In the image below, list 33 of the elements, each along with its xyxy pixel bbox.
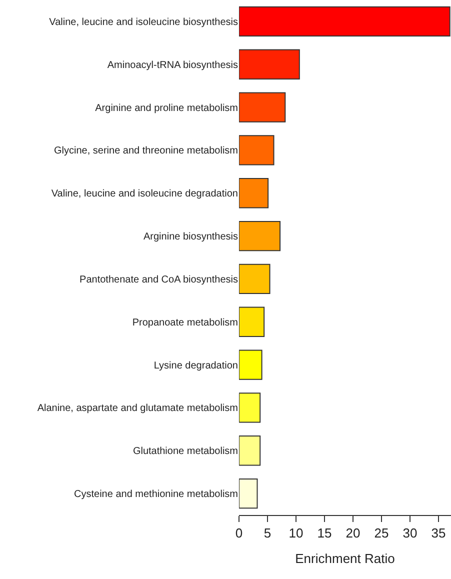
bar: [239, 350, 262, 380]
bar: [239, 49, 300, 80]
y-tick-label: Valine, leucine and isoleucine biosynthesis: [49, 16, 238, 28]
y-tick-label: Alanine, aspartate and glutamate metabolism: [37, 403, 238, 414]
bar: [239, 392, 261, 423]
x-tick-label: 35: [431, 526, 446, 541]
bar: [239, 92, 286, 122]
y-tick-label: Cysteine and methionine metabolism: [74, 489, 238, 500]
y-tick-label: Lysine degradation: [154, 360, 238, 372]
y-tick-label: Glutathione metabolism: [132, 446, 238, 458]
y-tick-label: Glycine, serine and threonine metabolism: [54, 146, 238, 157]
x-tick-label: 10: [288, 526, 304, 541]
bar: [239, 264, 270, 294]
bar: [239, 6, 450, 37]
bar: [239, 478, 258, 509]
x-tick-label: 0: [235, 526, 243, 541]
y-tick-label: Arginine and proline metabolism: [95, 102, 238, 114]
y-tick-label: Arginine biosynthesis: [144, 232, 238, 243]
x-tick-label: 5: [264, 526, 272, 541]
x-tick-label: 15: [317, 526, 332, 541]
x-tick-label: 25: [374, 526, 389, 541]
y-tick-label: Aminoacyl-tRNA biosynthesis: [107, 60, 238, 71]
x-tick-label: 20: [346, 526, 360, 541]
bar: [239, 135, 274, 166]
x-axis-title: Enrichment Ratio: [295, 551, 395, 566]
x-tick-label: 30: [402, 526, 418, 541]
bar: [239, 220, 281, 252]
bar: [239, 178, 269, 208]
y-tick-label: Propanoate metabolism: [132, 317, 238, 328]
bar: [239, 306, 265, 337]
y-tick-label: Valine, leucine and isoleucine degradation: [51, 188, 238, 200]
bar: [239, 436, 261, 466]
y-tick-label: Pantothenate and CoA biosynthesis: [80, 274, 238, 286]
